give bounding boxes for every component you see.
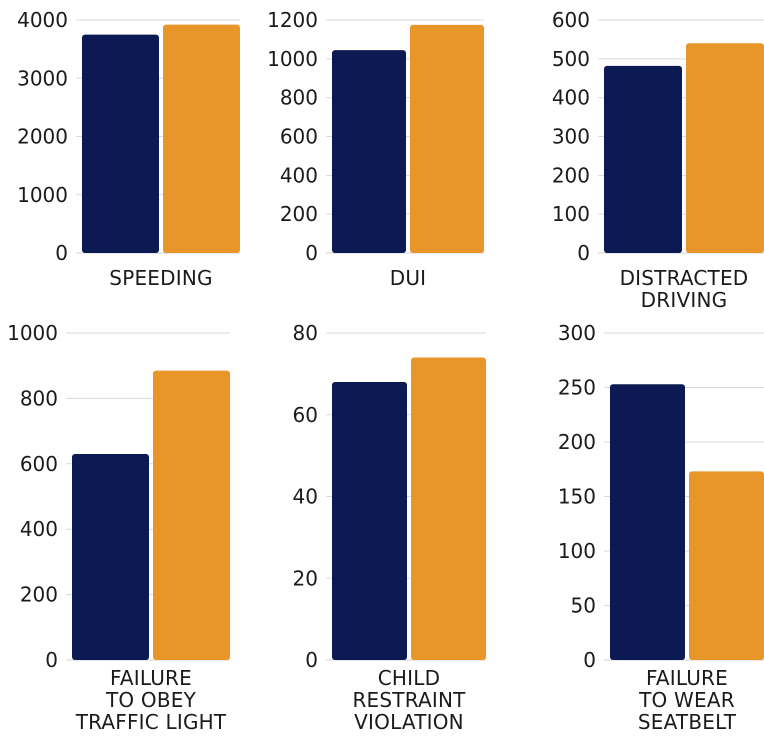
y-tick-label: 600 [280,125,318,149]
category-label: CHILD RESTRAINT VIOLATION [352,666,466,734]
bar-series-1 [604,65,682,253]
chart-panel-1: 0 1000 2000 3000 4000 SPEEDING [17,8,240,290]
y-tick-label: 800 [20,386,58,410]
bar-series-2 [411,357,486,660]
y-tick-label: 100 [552,202,590,226]
chart-panel-5: 0 20 40 60 80 CHILD RESTRAINT VIOLATION [293,321,486,734]
y-tick-label: 1000 [267,47,318,71]
y-tick-label: 20 [293,566,318,590]
y-tick-label: 200 [20,583,58,607]
y-tick-label: 500 [552,47,590,71]
y-tick-label: 0 [305,241,318,265]
bar-series-1 [332,382,407,660]
y-tick-label: 50 [571,594,596,618]
y-tick-label: 200 [558,430,596,454]
category-label: FAILURE TO OBEY TRAFFIC LIGHT [75,666,227,734]
bar-series-1 [332,50,406,254]
category-label: DISTRACTED DRIVING [620,266,749,312]
y-tick-label: 250 [558,376,596,400]
y-tick-label: 0 [305,648,318,672]
y-tick-label: 80 [293,321,318,345]
bar-series-2 [153,370,230,660]
y-tick-label: 800 [280,86,318,110]
y-tick-label: 300 [558,321,596,345]
y-tick-label: 1200 [267,8,318,32]
category-label: SPEEDING [109,266,212,290]
bar-series-1 [82,34,159,253]
y-tick-label: 400 [20,517,58,541]
y-tick-label: 0 [583,648,596,672]
y-tick-label: 200 [280,202,318,226]
chart-panel-2: 0 200 400 600 800 1000 1200 DUI [267,8,484,290]
chart-panel-6: 0 50 100 150 200 250 300 FAILURE TO WEAR SEATBELT [558,321,764,734]
bar-series-1 [610,384,685,660]
y-tick-label: 400 [552,86,590,110]
bar-series-2 [686,43,764,253]
y-tick-label: 200 [552,163,590,187]
y-tick-label: 40 [293,485,318,509]
y-tick-label: 4000 [17,8,68,32]
bar-series-1 [72,453,149,660]
chart-panel-3: 0 100 200 300 400 500 600 DISTRACTED DRIVING [552,8,764,312]
y-tick-label: 600 [552,8,590,32]
bar-series-2 [689,471,764,660]
y-tick-label: 1000 [7,321,58,345]
y-tick-label: 100 [558,539,596,563]
y-tick-label: 150 [558,485,596,509]
bar-series-2 [163,24,240,253]
y-tick-label: 400 [280,163,318,187]
y-tick-label: 2000 [17,125,68,149]
y-tick-label: 0 [55,241,68,265]
y-tick-label: 600 [20,452,58,476]
category-label: DUI [390,266,427,290]
bar-series-2 [410,24,484,253]
y-tick-label: 60 [293,403,318,427]
y-tick-label: 1000 [17,183,68,207]
y-tick-label: 0 [577,241,590,265]
chart-panel-4: 0 200 400 600 800 1000 FAILURE TO OBEY TRAFFIC L… [7,321,230,734]
category-label: FAILURE TO WEAR SEATBELT [638,666,737,734]
y-tick-label: 300 [552,125,590,149]
y-tick-label: 0 [45,648,58,672]
y-tick-label: 3000 [17,66,68,90]
